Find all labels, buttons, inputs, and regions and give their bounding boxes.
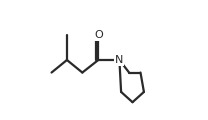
Text: N: N bbox=[115, 55, 124, 65]
Text: O: O bbox=[94, 30, 103, 40]
